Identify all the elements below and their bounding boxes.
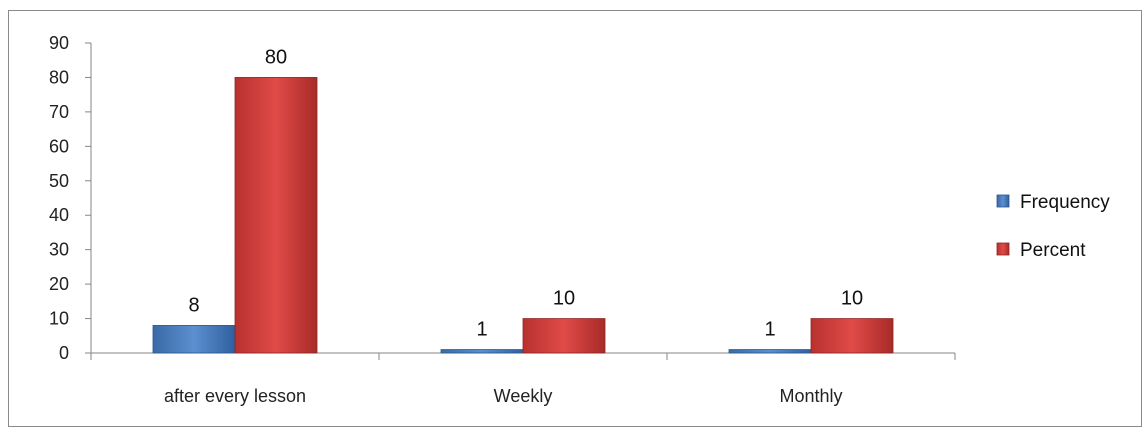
bar-percent	[234, 77, 318, 354]
bar-frequency	[728, 349, 812, 354]
y-tick-label: 70	[49, 102, 69, 122]
y-tick-label: 90	[49, 33, 69, 53]
y-tick-label: 20	[49, 274, 69, 294]
legend: Frequency Percent	[996, 192, 1110, 261]
bar-percent	[810, 318, 894, 354]
y-tick-label: 30	[49, 240, 69, 260]
data-label: 1	[476, 319, 487, 341]
y-tick-label: 10	[49, 309, 69, 329]
legend-swatch	[996, 194, 1010, 208]
data-labels: 8 1 1 80 10 10	[188, 46, 863, 340]
chart-frame: 0 10 20 30 40 50 60 70 80 90 after every lesson Wee…	[8, 10, 1142, 427]
axes: 0 10 20 30 40 50 60 70 80 90 after every lesson Wee…	[49, 33, 956, 406]
y-tick-label: 40	[49, 205, 69, 225]
x-tick-label: Weekly	[494, 386, 553, 406]
x-tick-label: Monthly	[779, 386, 842, 406]
data-label: 80	[265, 46, 287, 68]
bar-frequency	[152, 325, 236, 354]
bar-percent	[522, 318, 606, 354]
legend-swatch	[996, 242, 1010, 256]
data-label: 8	[188, 294, 199, 316]
y-tick-label: 0	[59, 343, 69, 363]
bar-chart: 0 10 20 30 40 50 60 70 80 90 after every lesson Wee…	[49, 33, 1110, 406]
bars	[152, 77, 894, 354]
bar-frequency	[440, 349, 524, 354]
data-label: 1	[764, 319, 775, 341]
data-label: 10	[841, 288, 863, 310]
y-tick-label: 60	[49, 136, 69, 156]
legend-label: Frequency	[1020, 192, 1110, 213]
data-label: 10	[553, 288, 575, 310]
legend-item-frequency: Frequency	[996, 192, 1110, 213]
x-tick-label: after every lesson	[164, 386, 306, 406]
legend-label: Percent	[1020, 240, 1086, 261]
y-tick-label: 50	[49, 171, 69, 191]
y-tick-label: 80	[49, 67, 69, 87]
legend-item-percent: Percent	[996, 240, 1086, 261]
